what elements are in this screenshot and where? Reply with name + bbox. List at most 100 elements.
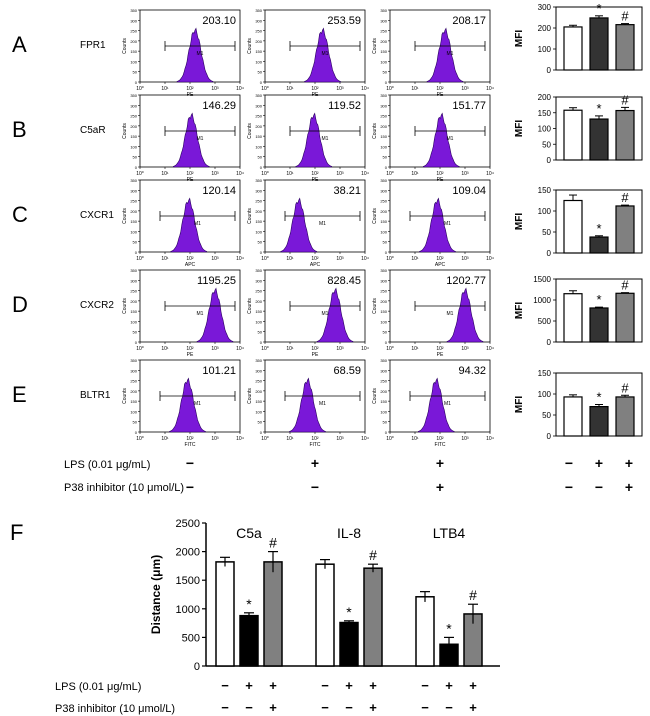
mfi-value-label: 146.29 [202, 100, 236, 112]
histogram-y-axis-label: Counts [247, 388, 253, 404]
significance-mark: # [469, 587, 477, 603]
histogram-y-tick-label: 50 [258, 330, 263, 335]
mfi-y-axis-label: MFI [514, 213, 525, 230]
treatment-sign: − [445, 700, 453, 715]
histogram-y-tick-label: 200 [130, 124, 137, 129]
histogram-x-tick-label: 10⁰ [386, 171, 394, 177]
histogram-y-tick-label: 0 [135, 80, 138, 85]
histogram-x-tick-label: 10² [436, 436, 444, 442]
histogram-y-tick-label: 150 [255, 399, 262, 404]
histogram-y-tick-label: 350 [380, 358, 387, 363]
histogram-x-tick-label: 10¹ [286, 346, 294, 352]
histogram-y-tick-label: 250 [380, 114, 387, 119]
treatment-sign: − [221, 700, 229, 715]
treatment-sign: − [345, 700, 353, 715]
histogram-y-tick-label: 200 [130, 39, 137, 44]
histogram-y-tick-label: 150 [380, 49, 387, 54]
treatment-sign: − [186, 479, 194, 495]
histogram-y-tick-label: 200 [255, 39, 262, 44]
mfi-bar [589, 118, 609, 161]
histogram-y-tick-label: 100 [255, 409, 262, 414]
significance-mark: * [346, 604, 352, 620]
treatment-sign: − [321, 700, 329, 715]
gate-label: M1 [197, 311, 204, 317]
histogram-x-tick-label: 10² [436, 86, 444, 92]
histogram-y-tick-label: 350 [255, 268, 262, 273]
receptor-label: CXCR2 [80, 300, 114, 311]
histogram-y-tick-label: 0 [260, 80, 263, 85]
mfi-y-tick-label: 300 [538, 3, 552, 12]
treatment-sign: + [625, 455, 633, 471]
histogram-x-axis-label: PE [437, 352, 444, 358]
histogram-x-tick-label: 10⁴ [486, 436, 494, 442]
histogram-y-tick-label: 200 [130, 209, 137, 214]
mfi-bar [615, 24, 635, 71]
histogram-x-tick-label: 10³ [336, 436, 344, 442]
histogram-x-tick-label: 10² [311, 346, 319, 352]
histogram-x-tick-label: 10⁰ [386, 346, 394, 352]
panel-letter: B [12, 117, 27, 142]
group-title: LTB4 [433, 525, 466, 541]
histogram-y-tick-label: 0 [260, 340, 263, 345]
histogram-y-tick-label: 50 [383, 70, 388, 75]
mfi-bar [615, 109, 635, 161]
histogram-x-tick-label: 10⁰ [136, 256, 144, 262]
mfi-y-tick-label: 1500 [533, 275, 551, 284]
histogram-peak [446, 287, 484, 343]
histogram-x-tick-label: 10⁰ [386, 436, 394, 442]
mfi-value-label: 1202.77 [446, 275, 486, 287]
significance-mark: * [596, 1, 601, 16]
histogram-x-tick-label: 10⁰ [386, 256, 394, 262]
histogram-y-tick-label: 0 [260, 430, 263, 435]
histogram-y-tick-label: 100 [255, 144, 262, 149]
histogram-y-tick-label: 100 [130, 144, 137, 149]
gate-label: M1 [444, 221, 451, 227]
histogram-x-tick-label: 10¹ [411, 346, 419, 352]
histogram-x-tick-label: 10³ [461, 86, 469, 92]
treatment-sign: − [565, 479, 573, 495]
significance-mark: # [621, 92, 629, 107]
histogram-y-tick-label: 250 [255, 289, 262, 294]
treatment-sign: − [421, 678, 429, 693]
histogram-x-tick-label: 10³ [211, 86, 219, 92]
histogram-x-axis-label: PE [187, 352, 194, 358]
histogram-y-tick-label: 50 [133, 155, 138, 160]
treatment-sign: + [345, 678, 353, 693]
treatment-sign: + [311, 455, 319, 471]
significance-mark: * [446, 620, 452, 636]
histogram-y-tick-label: 50 [383, 330, 388, 335]
panel-letter: C [12, 202, 28, 227]
gate-label: M1 [322, 311, 329, 317]
histogram-y-tick-label: 50 [383, 420, 388, 425]
mfi-y-axis-label: MFI [514, 302, 525, 319]
treatment-sign: + [269, 700, 277, 715]
histogram-y-tick-label: 150 [130, 399, 137, 404]
mfi-y-tick-label: 0 [547, 249, 552, 258]
histogram-x-tick-label: 10⁰ [136, 171, 144, 177]
mfi-value-label: 151.77 [452, 100, 486, 112]
significance-mark: * [596, 221, 601, 236]
histogram-y-tick-label: 200 [255, 389, 262, 394]
mfi-value-label: 1195.25 [197, 275, 236, 287]
mfi-y-tick-label: 150 [538, 109, 552, 118]
treatment-sign: − [186, 455, 194, 471]
histogram-y-tick-label: 250 [380, 29, 387, 34]
significance-mark: * [246, 596, 252, 612]
panel-letter: F [10, 520, 23, 545]
histogram-x-tick-label: 10³ [461, 171, 469, 177]
significance-mark: # [621, 9, 629, 24]
histogram-y-tick-label: 0 [135, 250, 138, 255]
mfi-y-tick-label: 100 [538, 125, 552, 134]
histogram-y-tick-label: 350 [255, 8, 262, 13]
histogram-x-tick-label: 10¹ [286, 256, 294, 262]
histogram-x-tick-label: 10¹ [161, 171, 169, 177]
histogram-y-tick-label: 250 [380, 289, 387, 294]
histogram-peak [417, 377, 455, 433]
histogram-y-axis-label: Counts [372, 208, 378, 224]
histogram-y-tick-label: 150 [255, 219, 262, 224]
histogram-y-tick-label: 350 [380, 178, 387, 183]
histogram-y-tick-label: 350 [130, 268, 137, 273]
histogram-y-tick-label: 250 [255, 114, 262, 119]
histogram-y-tick-label: 100 [380, 144, 387, 149]
significance-mark: # [369, 547, 377, 563]
